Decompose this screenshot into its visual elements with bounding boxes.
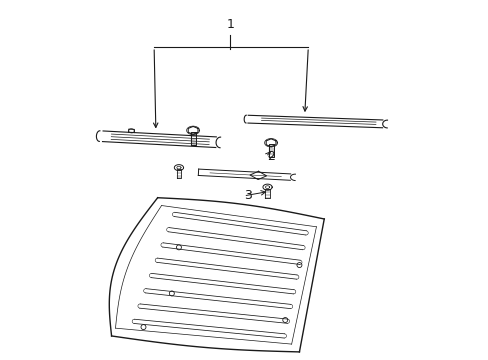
Text: 2: 2 <box>267 150 275 163</box>
Text: 3: 3 <box>244 189 252 202</box>
Text: 1: 1 <box>226 18 234 31</box>
